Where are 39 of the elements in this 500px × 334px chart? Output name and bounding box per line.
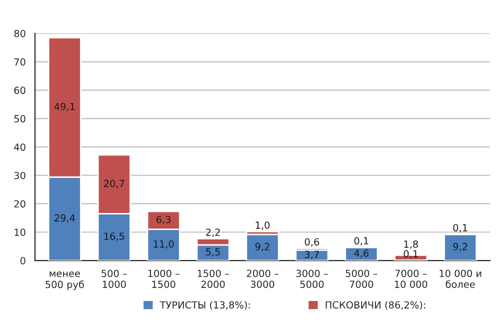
legend-label: ПСКОВИЧИ (86,2%): <box>326 301 426 310</box>
data-label: 3,7 <box>304 250 319 260</box>
data-label: 1,8 <box>404 240 418 249</box>
legend-label: ТУРИСТЫ (13,8%): <box>160 301 250 310</box>
data-label: 0,6 <box>304 238 320 247</box>
y-tick-label: 20 <box>14 200 26 208</box>
data-label: 9,2 <box>255 242 270 252</box>
y-tick-label: 50 <box>14 115 26 122</box>
data-label: 49,1 <box>54 102 75 112</box>
data-label: 11,0 <box>154 240 174 249</box>
x-tick-label: 1000 – 1500 <box>148 270 180 288</box>
bar <box>246 234 280 261</box>
y-tick-label: 30 <box>14 172 26 180</box>
data-label: 0,1 <box>354 237 368 246</box>
x-tick-label: 1500 – 2000 <box>198 270 229 288</box>
y-tick-label: 10 <box>14 228 26 236</box>
y-tick-label: 80 <box>14 30 26 38</box>
x-tick-label: 2000 – 3000 <box>246 270 278 288</box>
data-label: 29,4 <box>54 214 75 223</box>
x-tick-label: 3000 – 5000 <box>296 270 328 288</box>
x-tick-label: 5000 – 7000 <box>346 270 378 288</box>
x-tick-label: менее 500 руб <box>46 271 84 290</box>
x-tick-label: 7000 – 10 000 <box>394 270 428 288</box>
data-label: 1,0 <box>256 221 270 230</box>
data-label: 9,2 <box>453 242 468 252</box>
y-tick-label: 0 <box>20 257 26 264</box>
data-label: 6,3 <box>156 216 171 224</box>
bar <box>444 234 478 261</box>
data-label: 5,5 <box>206 248 220 257</box>
data-label: 20,7 <box>104 180 124 188</box>
data-label: 16,5 <box>104 232 124 241</box>
y-tick-label: 70 <box>14 58 26 66</box>
data-label: 4,6 <box>354 249 369 258</box>
y-tick-label: 40 <box>14 143 26 151</box>
x-tick-label: 500 – 1000 <box>102 270 127 288</box>
x-tick-label: 10 000 и более <box>440 270 482 288</box>
y-tick-label: 60 <box>14 86 26 94</box>
data-label: 2,2 <box>206 228 220 237</box>
data-label: 0,1 <box>453 224 468 232</box>
